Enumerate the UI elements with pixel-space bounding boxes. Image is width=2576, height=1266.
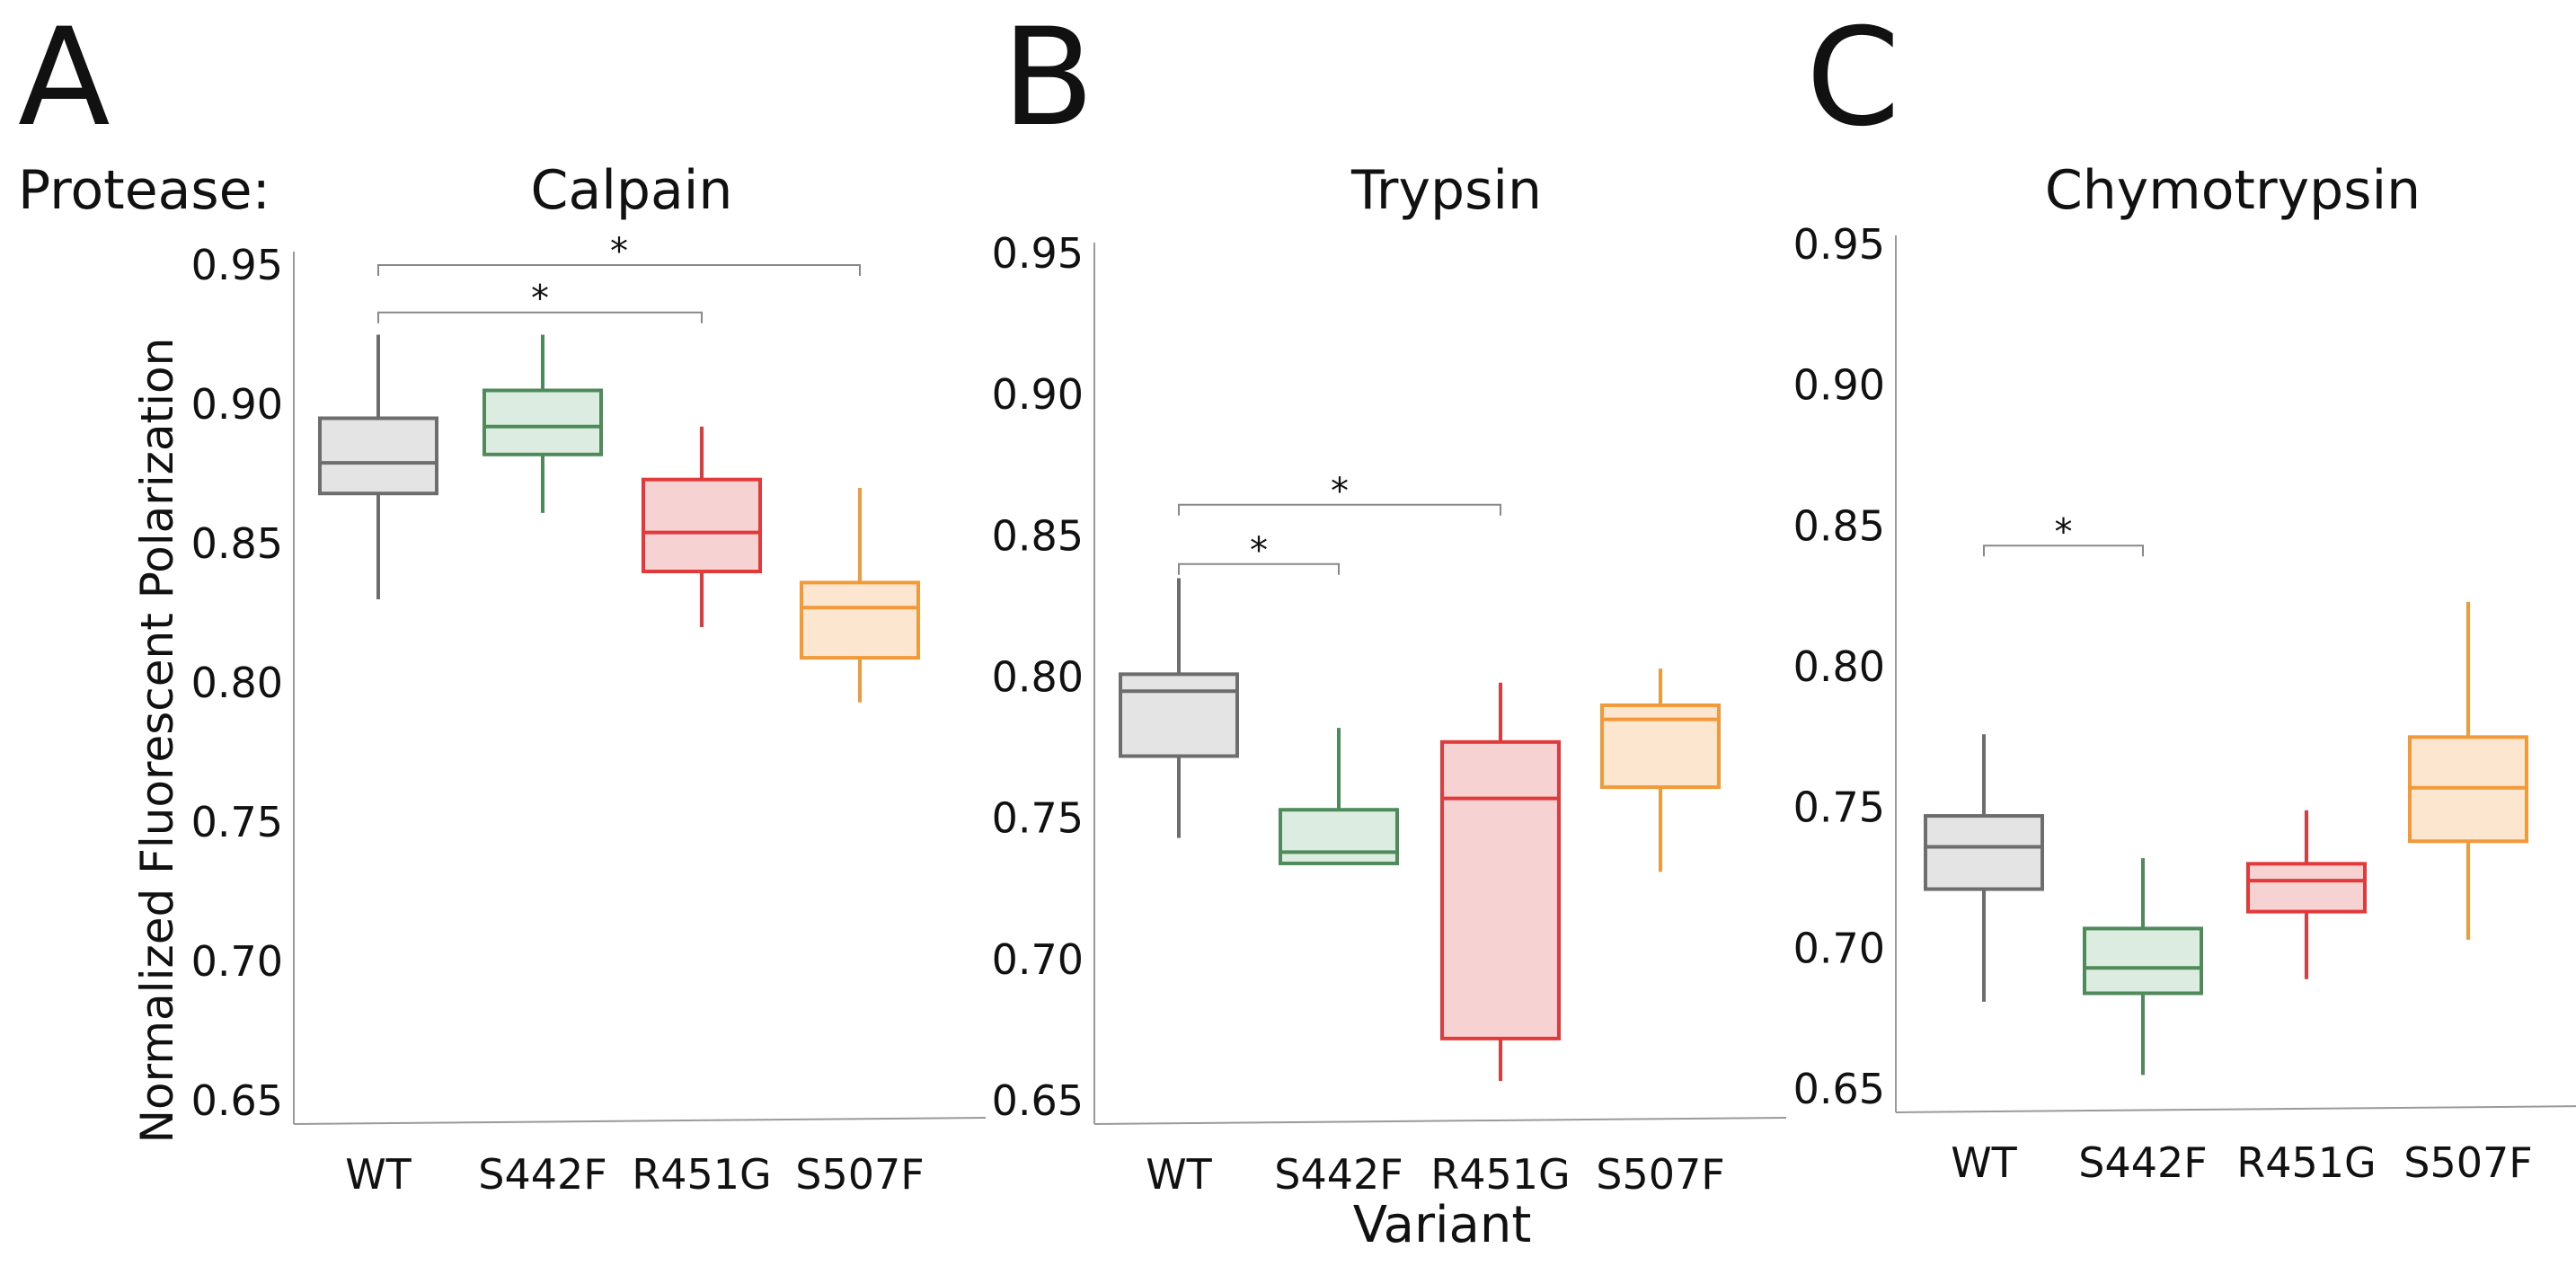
box-s507f — [1600, 668, 1721, 872]
box-iqr — [800, 580, 920, 660]
x-tick-label: R451G — [2236, 1138, 2376, 1187]
y-tick-label: 0.95 — [1793, 220, 1885, 269]
y-tick-label: 0.80 — [191, 659, 283, 707]
significance-bracket: * — [377, 231, 861, 276]
x-tick-label: S507F — [795, 1150, 924, 1199]
box-iqr — [482, 388, 603, 456]
box-s442f — [1279, 728, 1399, 865]
x-tick-label: WT — [1951, 1138, 2017, 1187]
box-wt — [1924, 734, 2044, 1002]
box-iqr — [1600, 703, 1721, 790]
box-iqr — [642, 477, 762, 574]
panel-title: Trypsin — [1350, 159, 1542, 222]
x-tick-label: WT — [1146, 1150, 1212, 1199]
panel-a: A Calpain 0.65 0.70 0.75 0.80 0.85 0.90 0.95 WT S4… — [18, 0, 987, 1199]
y-tick-label: 0.75 — [992, 794, 1084, 843]
panel-letter: C — [1806, 0, 1900, 156]
y-tick-label: 0.90 — [992, 370, 1084, 419]
panel-c: C Chymotrypsin 0.65 0.70 0.75 0.80 0.85 0.90 0.9… — [1793, 0, 2576, 1187]
y-tick-label: 0.95 — [191, 241, 283, 289]
y-tick-label: 0.90 — [1793, 361, 1885, 410]
box-wt — [1119, 578, 1239, 838]
protease-label: Protease: — [18, 159, 270, 222]
box-iqr — [1924, 814, 2044, 891]
y-tick-label: 0.70 — [191, 937, 283, 986]
x-tick-label: S442F — [2078, 1138, 2207, 1187]
box-iqr — [1440, 739, 1561, 1040]
y-tick-label: 0.75 — [191, 798, 283, 846]
y-tick-label: 0.95 — [992, 229, 1084, 278]
y-tick-label: 0.80 — [992, 653, 1084, 702]
box-iqr — [1119, 672, 1239, 758]
x-tick-label: S442F — [478, 1150, 606, 1199]
significance-star: * — [610, 231, 628, 272]
panel-title: Chymotrypsin — [2045, 159, 2421, 222]
y-tick-label: 0.65 — [191, 1076, 283, 1125]
significance-bracket: * — [377, 279, 703, 323]
box-s507f — [2408, 601, 2528, 940]
x-tick-label: R451G — [1430, 1150, 1570, 1199]
significance-star: * — [531, 279, 549, 320]
significance-bracket: * — [1178, 471, 1501, 516]
panel-title: Calpain — [531, 159, 733, 222]
y-tick-label: 0.80 — [1793, 642, 1885, 691]
box-s442f — [482, 334, 603, 513]
y-tick-label: 0.85 — [992, 511, 1084, 560]
box-iqr — [2246, 862, 2367, 914]
y-tick-label: 0.85 — [191, 519, 283, 568]
x-tick-label: R451G — [632, 1150, 771, 1199]
significance-bracket: * — [1983, 511, 2144, 557]
box-wt — [318, 334, 438, 599]
bracket-line — [1178, 562, 1340, 575]
bracket-line — [1178, 503, 1501, 516]
y-tick-label: 0.70 — [992, 935, 1084, 984]
significance-star: * — [1250, 530, 1268, 571]
x-tick-label: S507F — [1596, 1150, 1724, 1199]
panel-b: B Trypsin 0.65 0.70 0.75 0.80 0.85 0.90 0.95 WT S4… — [992, 0, 1787, 1199]
box-s507f — [800, 488, 920, 703]
y-tick-label: 0.90 — [191, 380, 283, 429]
significance-bracket: * — [1178, 530, 1340, 575]
x-tick-label: S507F — [2403, 1138, 2532, 1187]
box-iqr — [2083, 926, 2203, 996]
y-axis-label: Normalized Fluorescent Polarization — [131, 338, 183, 1144]
box-r451g — [1440, 682, 1561, 1081]
significance-star: * — [1331, 471, 1349, 512]
x-axis-line — [293, 1117, 987, 1125]
y-tick-label: 0.75 — [1793, 784, 1885, 832]
box-iqr — [1279, 808, 1399, 865]
y-tick-label: 0.85 — [1793, 501, 1885, 550]
box-r451g — [642, 426, 762, 627]
box-r451g — [2246, 810, 2367, 979]
x-tick-label: S442F — [1274, 1150, 1403, 1199]
bracket-line — [377, 311, 703, 323]
y-tick-label: 0.70 — [1793, 924, 1885, 972]
box-iqr — [318, 416, 438, 496]
panel-letter: A — [18, 0, 111, 156]
x-axis-label: Variant — [1353, 1196, 1532, 1254]
x-axis-line — [1093, 1117, 1787, 1125]
bracket-line — [1983, 544, 2144, 557]
box-s442f — [2083, 858, 2203, 1076]
panel-letter: B — [1002, 0, 1094, 156]
bracket-line — [377, 264, 861, 276]
x-tick-label: WT — [345, 1150, 412, 1199]
significance-star: * — [2055, 511, 2073, 553]
x-axis-line — [1895, 1105, 2576, 1113]
y-tick-label: 0.65 — [1793, 1065, 1885, 1113]
y-tick-label: 0.65 — [992, 1076, 1084, 1125]
